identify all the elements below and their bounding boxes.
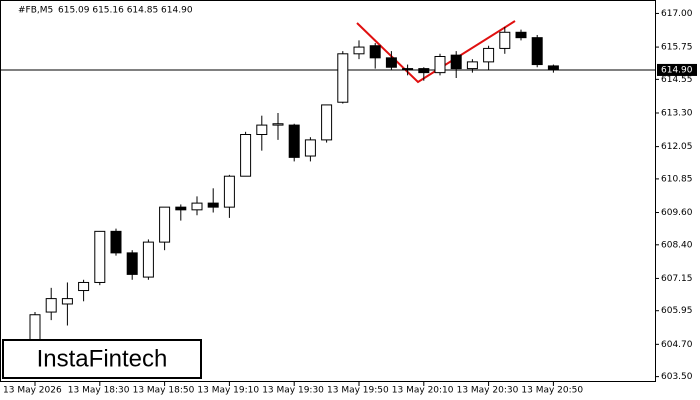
candle-body — [434, 55, 446, 74]
candle-body — [337, 53, 349, 103]
candle-body — [142, 241, 154, 278]
candle-body — [126, 252, 138, 275]
logo: InstaFintech — [37, 345, 168, 372]
candle-body — [240, 134, 252, 177]
candle-body — [450, 54, 462, 70]
x-tick-label: 13 May 19:50 — [327, 386, 389, 396]
ohlc-text: 615.09 615.16 614.85 614.90 — [58, 6, 193, 16]
candle-body — [61, 298, 73, 305]
candle-body — [369, 45, 381, 59]
candle-body — [531, 37, 543, 66]
y-tick-label: 617.00 — [661, 9, 693, 19]
y-tick-label: 604.70 — [661, 340, 693, 350]
y-tick-label: 608.40 — [661, 240, 693, 250]
x-tick-label: 13 May 19:30 — [262, 386, 324, 396]
candle-body — [483, 47, 495, 63]
candle-body — [499, 31, 511, 49]
y-tick-label: 603.50 — [661, 372, 693, 382]
y-tick-label: 614.55 — [661, 75, 693, 85]
x-tick-label: 13 May 20:50 — [521, 386, 583, 396]
x-tick-label: 13 May 20:10 — [392, 386, 454, 396]
x-tick-label: 13 May 18:30 — [68, 386, 130, 396]
candle-body — [159, 206, 171, 243]
y-tick-label: 610.85 — [661, 174, 693, 184]
y-tick-label: 609.60 — [661, 208, 693, 218]
y-tick-label: 607.15 — [661, 274, 693, 284]
y-tick-label: 612.05 — [661, 142, 693, 152]
candle-body — [223, 175, 235, 208]
y-tick-label: 615.75 — [661, 43, 693, 53]
candle-body — [272, 123, 284, 126]
candle-body — [402, 68, 414, 71]
x-tick-label: 13 May 20:30 — [457, 386, 519, 396]
current-price-box — [657, 63, 697, 76]
candle-body — [353, 46, 365, 55]
pattern-line — [356, 20, 516, 84]
x-tick-label: 13 May 2026 — [3, 386, 62, 396]
candle-body — [515, 31, 527, 39]
candle-body — [110, 230, 122, 254]
candle-body — [45, 298, 57, 313]
candle-body — [304, 139, 316, 157]
current-price-label: 614.90 — [661, 65, 693, 75]
candle-body — [466, 61, 478, 70]
y-tick-label: 605.95 — [661, 306, 693, 316]
candle-body — [547, 65, 559, 71]
x-tick-label: 13 May 18:50 — [133, 386, 195, 396]
plot-frame — [0, 0, 656, 382]
candle-body — [385, 57, 397, 68]
y-tick-label: 613.30 — [661, 108, 693, 118]
candle-body — [191, 202, 203, 211]
candle-body — [256, 124, 268, 136]
candle-body — [418, 68, 430, 74]
candle-body — [207, 202, 219, 208]
symbol: #FB,M5 — [18, 6, 53, 16]
candle-body — [288, 124, 300, 158]
x-tick-label: 13 May 19:10 — [197, 386, 259, 396]
logo-box — [2, 339, 202, 379]
candle-body — [78, 281, 90, 292]
candle-body — [94, 230, 106, 283]
candle-body — [175, 206, 187, 211]
candle-body — [321, 104, 333, 141]
